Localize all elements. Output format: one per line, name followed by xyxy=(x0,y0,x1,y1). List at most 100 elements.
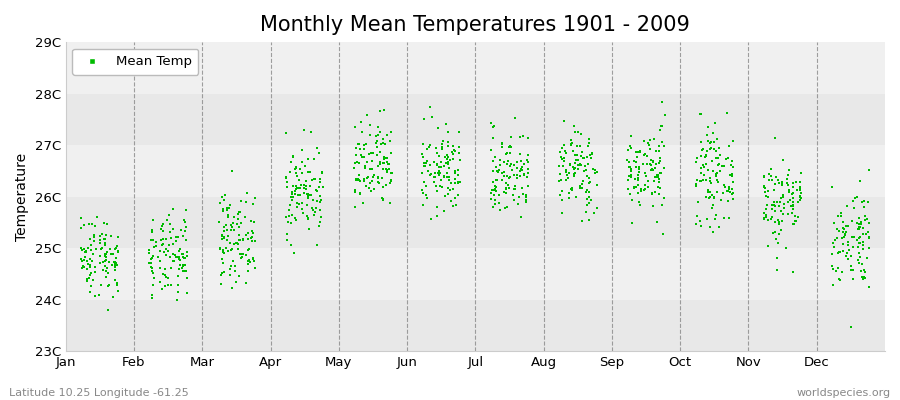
Point xyxy=(518,199,533,206)
Point xyxy=(172,266,186,273)
Point xyxy=(770,217,785,223)
Point xyxy=(110,282,124,288)
Point xyxy=(161,248,176,254)
Point xyxy=(713,152,727,159)
Point xyxy=(371,175,385,182)
Point xyxy=(637,187,652,193)
Point xyxy=(230,221,245,228)
Point xyxy=(722,143,736,149)
Point xyxy=(831,265,845,271)
Point xyxy=(246,201,260,208)
Point xyxy=(96,259,111,265)
Point xyxy=(554,188,569,194)
Point xyxy=(293,192,308,198)
Point xyxy=(624,174,638,180)
Point xyxy=(155,242,169,249)
Point xyxy=(573,161,588,168)
Point xyxy=(697,164,711,170)
Point xyxy=(108,260,122,267)
Point xyxy=(112,288,126,294)
Point xyxy=(289,164,303,170)
Point xyxy=(581,189,596,195)
Point xyxy=(487,187,501,193)
Point xyxy=(436,208,451,214)
Point xyxy=(489,177,503,184)
Point xyxy=(771,203,786,210)
Point xyxy=(144,256,158,262)
Point xyxy=(569,157,583,163)
Point xyxy=(508,182,522,189)
Point xyxy=(154,226,168,232)
Point xyxy=(703,146,717,152)
Point xyxy=(80,258,94,264)
Point xyxy=(724,158,739,164)
Point xyxy=(347,186,362,193)
Point xyxy=(634,202,648,208)
Point xyxy=(241,247,256,254)
Point xyxy=(358,140,373,147)
Point xyxy=(759,189,773,196)
Point xyxy=(167,252,182,258)
Point xyxy=(644,161,659,168)
Point xyxy=(423,162,437,168)
Point xyxy=(836,219,850,225)
Bar xyxy=(66,300,885,351)
Point xyxy=(452,128,466,135)
Point xyxy=(175,250,189,257)
Point xyxy=(163,221,177,228)
Point xyxy=(215,249,230,255)
Point xyxy=(637,138,652,144)
Point xyxy=(446,142,460,149)
Point xyxy=(649,148,663,154)
Point xyxy=(351,141,365,147)
Point xyxy=(297,127,311,134)
Point xyxy=(782,167,796,174)
Point xyxy=(633,148,647,154)
Point xyxy=(708,148,723,154)
Point xyxy=(310,144,325,151)
Point xyxy=(300,202,314,208)
Point xyxy=(371,124,385,130)
Point xyxy=(219,245,233,251)
Point xyxy=(359,159,374,165)
Point xyxy=(286,153,301,160)
Point xyxy=(694,223,708,229)
Point xyxy=(428,170,442,176)
Point xyxy=(106,294,121,300)
Point xyxy=(370,152,384,158)
Point xyxy=(770,199,784,206)
Point xyxy=(380,167,394,173)
Point xyxy=(585,166,599,172)
Point xyxy=(785,190,799,197)
Point xyxy=(502,163,517,170)
Point xyxy=(571,166,585,172)
Point xyxy=(590,205,604,212)
Point xyxy=(572,162,587,168)
Point xyxy=(417,178,431,185)
Point xyxy=(224,263,238,270)
Point xyxy=(172,256,186,262)
Point xyxy=(215,233,230,240)
Point xyxy=(621,186,635,192)
Point xyxy=(692,178,706,184)
Point xyxy=(519,194,534,200)
Point xyxy=(415,151,429,157)
Point xyxy=(294,170,309,176)
Point xyxy=(564,137,579,144)
Point xyxy=(562,161,577,167)
Point xyxy=(377,156,392,163)
Point xyxy=(146,217,160,224)
Point xyxy=(497,172,511,179)
Point xyxy=(786,268,800,275)
Point xyxy=(624,166,638,173)
Point xyxy=(518,197,533,204)
Point xyxy=(145,229,159,236)
Point xyxy=(861,245,876,252)
Point xyxy=(580,143,595,149)
Point xyxy=(433,170,447,176)
Point xyxy=(347,204,362,210)
Point xyxy=(150,254,165,260)
Point xyxy=(621,173,635,180)
Point xyxy=(358,163,373,170)
Point xyxy=(370,143,384,150)
